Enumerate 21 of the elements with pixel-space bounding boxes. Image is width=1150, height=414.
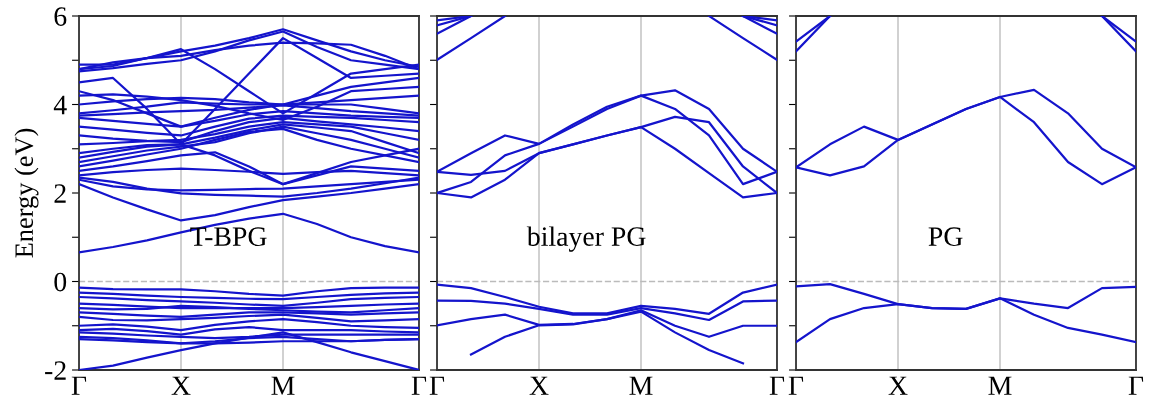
x-tick-label: Γ bbox=[788, 376, 804, 395]
x-tick-label: Γ bbox=[769, 376, 785, 395]
y-tick-label: -2 bbox=[45, 361, 66, 380]
annotation: T-BPG bbox=[190, 227, 267, 246]
x-tick-label: X bbox=[171, 376, 191, 395]
annotation: PG bbox=[928, 227, 963, 246]
x-tick-label: Γ bbox=[71, 376, 87, 395]
x-tick-label: X bbox=[888, 376, 908, 395]
y-tick-label: 0 bbox=[54, 272, 67, 292]
x-tick-label: Γ bbox=[1128, 376, 1144, 395]
x-tick-label: M bbox=[629, 376, 653, 395]
y-tick-label: 2 bbox=[54, 184, 66, 203]
x-tick-label: M bbox=[271, 376, 295, 395]
x-tick-label: X bbox=[529, 376, 549, 395]
x-tick-label: M bbox=[988, 376, 1012, 395]
y-axis-title: Energy (eV) bbox=[14, 128, 39, 258]
y-tick-label: 4 bbox=[53, 95, 67, 115]
annotation: bilayer PG bbox=[526, 226, 646, 252]
y-tick-label: 6 bbox=[54, 7, 67, 26]
x-tick-label: Γ bbox=[411, 376, 427, 395]
x-tick-label: Γ bbox=[429, 376, 445, 395]
